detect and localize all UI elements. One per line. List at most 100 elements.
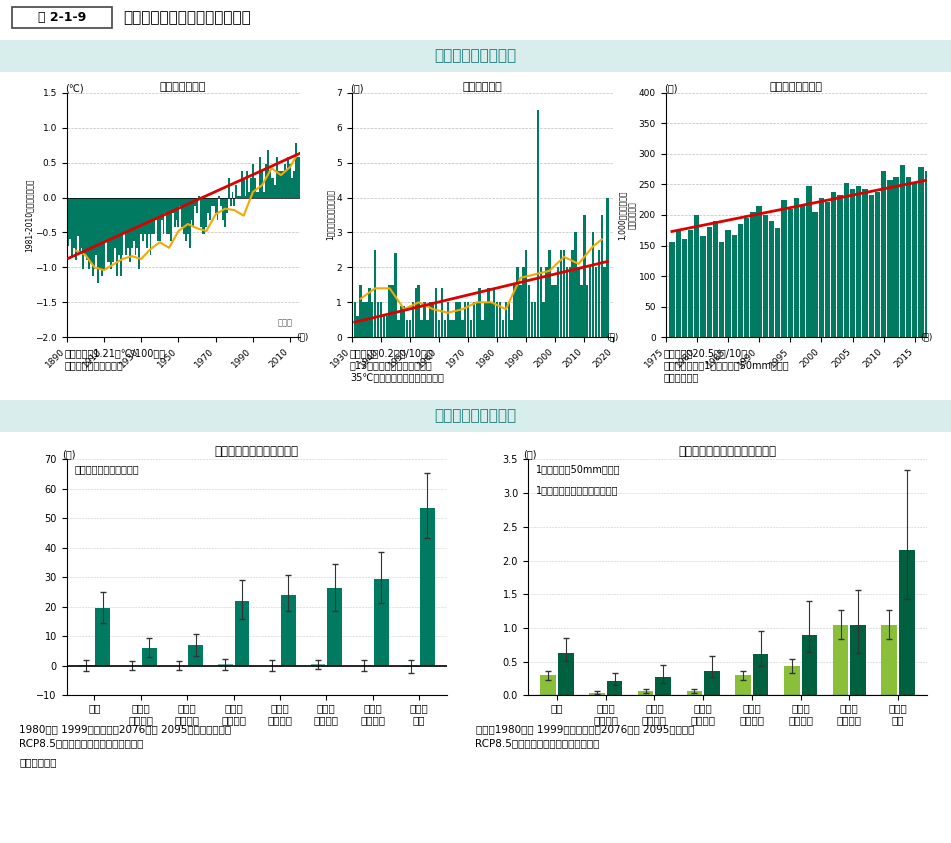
Bar: [213, 197, 215, 206]
Bar: [753, 653, 768, 695]
Bar: [569, 267, 571, 337]
Bar: [133, 197, 135, 241]
Bar: [899, 550, 915, 695]
Bar: [554, 285, 556, 337]
Text: 気候変動の観測事実と将来予測: 気候変動の観測事実と将来予測: [124, 10, 251, 25]
Bar: [68, 197, 69, 246]
Bar: [607, 680, 622, 695]
Bar: [924, 171, 930, 337]
Bar: [750, 212, 755, 337]
Bar: [558, 653, 573, 695]
Bar: [97, 197, 99, 282]
Bar: [400, 306, 402, 337]
Text: 図 2-1-9: 図 2-1-9: [38, 11, 86, 24]
Bar: [219, 196, 221, 197]
Bar: [262, 171, 263, 197]
Bar: [112, 197, 114, 262]
Bar: [713, 221, 718, 337]
Bar: [207, 197, 209, 213]
Bar: [594, 267, 597, 337]
Text: (日): (日): [350, 83, 363, 93]
Bar: [882, 625, 897, 695]
Bar: [735, 675, 751, 695]
Bar: [409, 319, 411, 337]
Bar: [110, 197, 112, 269]
Bar: [73, 197, 75, 248]
Bar: [398, 319, 399, 337]
Bar: [153, 197, 155, 234]
Bar: [499, 303, 501, 337]
Text: 資料：気象庁: 資料：気象庁: [19, 758, 56, 767]
Bar: [403, 666, 418, 667]
Bar: [557, 267, 559, 337]
Text: 黄緑：1980年～ 1999年平均、緑：2076年～ 2095年平均。: 黄緑：1980年～ 1999年平均、緑：2076年～ 2095年平均。: [476, 724, 694, 733]
Title: 猛暑日の増加: 猛暑日の増加: [463, 82, 502, 92]
Bar: [467, 303, 470, 337]
Bar: [831, 191, 837, 337]
Bar: [105, 197, 107, 241]
Bar: [420, 508, 435, 666]
Bar: [161, 197, 163, 220]
Bar: [850, 190, 855, 337]
Bar: [540, 675, 556, 695]
Bar: [426, 319, 429, 337]
Text: トレンド＝1.21（℃/100年）: トレンド＝1.21（℃/100年）: [65, 349, 165, 358]
Text: 1地点あたりの発生回数の変化: 1地点あたりの発生回数の変化: [535, 486, 618, 496]
Bar: [95, 609, 110, 666]
Bar: [435, 288, 437, 337]
Bar: [211, 197, 213, 206]
Bar: [217, 197, 219, 220]
Bar: [140, 197, 142, 234]
Bar: [453, 319, 455, 337]
Y-axis label: 1981-2010年平均からの偏: 1981-2010年平均からの偏: [25, 178, 33, 252]
Bar: [440, 288, 443, 337]
Bar: [548, 250, 551, 337]
Bar: [476, 303, 478, 337]
Bar: [246, 171, 248, 197]
Bar: [371, 303, 374, 337]
Bar: [458, 303, 460, 337]
Bar: [299, 157, 301, 197]
Bar: [379, 303, 382, 337]
Bar: [291, 178, 293, 197]
Bar: [887, 180, 892, 337]
Bar: [450, 319, 452, 337]
Text: 気候変動の将来予測: 気候変動の将来予測: [435, 408, 516, 423]
Bar: [188, 197, 190, 248]
Bar: [470, 319, 473, 337]
Bar: [775, 228, 781, 337]
Bar: [231, 192, 233, 197]
Bar: [170, 197, 172, 241]
Text: 35℃以上の年間日数（猛暑日）: 35℃以上の年間日数（猛暑日）: [350, 373, 444, 382]
Bar: [79, 197, 81, 254]
Bar: [707, 228, 712, 337]
Bar: [276, 157, 278, 197]
Bar: [194, 197, 196, 206]
Bar: [806, 185, 811, 337]
Bar: [229, 197, 231, 206]
Text: Ｓ13地点平均］　日最高気温: Ｓ13地点平均］ 日最高気温: [350, 361, 433, 370]
Bar: [293, 171, 295, 197]
Text: 気候変動の観測事実: 気候変動の観測事実: [435, 48, 516, 63]
Bar: [385, 316, 388, 337]
Bar: [534, 303, 536, 337]
Bar: [516, 267, 518, 337]
Bar: [241, 171, 243, 197]
Bar: [374, 250, 377, 337]
Bar: [484, 303, 487, 337]
Bar: [147, 197, 149, 234]
Bar: [856, 185, 862, 337]
Bar: [265, 164, 267, 197]
Bar: [688, 230, 693, 337]
Bar: [675, 230, 681, 337]
Bar: [114, 197, 116, 248]
Bar: [508, 303, 510, 337]
Text: (年): (年): [607, 332, 619, 341]
Bar: [135, 197, 136, 255]
Bar: [670, 243, 674, 337]
Bar: [863, 190, 867, 337]
Bar: [604, 267, 606, 337]
Bar: [756, 206, 762, 337]
Bar: [172, 197, 174, 213]
Bar: [572, 250, 574, 337]
